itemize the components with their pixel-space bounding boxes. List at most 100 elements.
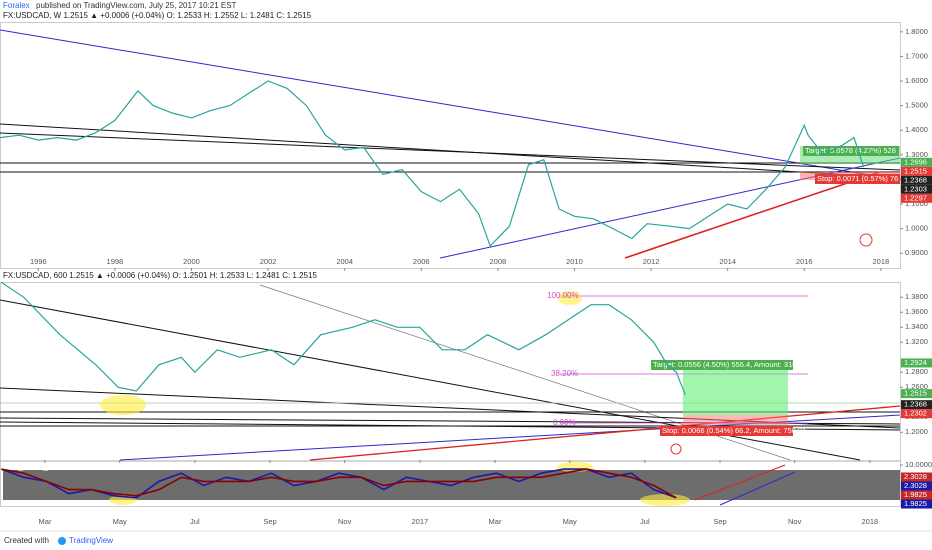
stop-label: Stop: 0.0071 (0.57%) 76 (817, 174, 898, 183)
x-tick-label: Jul (190, 517, 200, 526)
price-label-box (901, 193, 932, 203)
price-label-box (901, 184, 932, 194)
stop-zone (683, 415, 788, 425)
x-tick-label: May (563, 517, 577, 526)
x-tick-label: Mar (489, 517, 502, 526)
y-tick-label: 1.4000 (905, 125, 928, 134)
x-tick-label: 2012 (643, 257, 660, 266)
price-label: 2.3028 (904, 481, 927, 490)
target-label: Target: 0.0578 (4.27%) 528 (805, 146, 896, 155)
price-label: 1.2368 (904, 175, 927, 184)
panel-frame (0, 22, 901, 269)
highlight (558, 291, 582, 305)
panel-frame (0, 282, 901, 507)
x-tick-label: 2006 (413, 257, 430, 266)
fib-label: 38.20% (551, 369, 578, 378)
highlight (640, 494, 690, 506)
price-label: 1.2297 (904, 193, 927, 202)
x-tick-label: Nov (338, 517, 352, 526)
target-box (651, 360, 793, 370)
fib-label: 100.00% (547, 291, 579, 300)
price-line (1, 468, 677, 499)
x-tick-label: 2008 (490, 257, 507, 266)
y-tick-label: 1.3600 (905, 307, 928, 316)
x-tick-label: Jul (640, 517, 650, 526)
y-tick-label: 1.0000 (905, 224, 928, 233)
footer-brand[interactable]: TradingView (69, 536, 113, 545)
price-label-box (901, 472, 932, 482)
y-tick-label: 1.3400 (905, 322, 928, 331)
target-zone (683, 362, 788, 415)
published: published on TradingView.com, July 25, 2… (36, 1, 237, 10)
y-tick-label: 0.9000 (905, 248, 928, 257)
author[interactable]: Foralex (3, 1, 30, 10)
price-label-box (901, 389, 932, 399)
price-label-box (901, 157, 932, 167)
price-label: 1.2924 (904, 358, 927, 367)
x-tick-label: Nov (788, 517, 802, 526)
price-label: 1.2368 (904, 400, 927, 409)
price-label: 1.2696 (904, 157, 927, 166)
logo (58, 537, 66, 545)
price-label-box (901, 400, 932, 410)
price-line (0, 281, 686, 396)
price-label: 1.9825 (904, 490, 927, 499)
y-tick-label: 1.3200 (905, 337, 928, 346)
x-tick-label: May (113, 517, 127, 526)
x-tick-label: 2016 (796, 257, 813, 266)
y-tick-label: 1.3800 (905, 292, 928, 301)
arrow (694, 464, 786, 501)
y-tick-label: 1.6000 (905, 76, 928, 85)
x-tick-label: 2002 (260, 257, 277, 266)
target-box (803, 146, 899, 156)
y-tick-label: 1.7000 (905, 51, 928, 60)
price-label-box (901, 481, 932, 491)
price-label: 1.2515 (904, 389, 927, 398)
y-tick-label: 1.3000 (905, 150, 928, 159)
price-label: 1.2303 (904, 184, 927, 193)
price-label: 1.2302 (904, 409, 927, 418)
x-tick-label: Mar (39, 517, 52, 526)
y-tick-label: 1.1000 (905, 199, 928, 208)
x-tick-label: 2018 (873, 257, 890, 266)
arrow (719, 471, 796, 506)
y-tick-label: 1.2000 (905, 427, 928, 436)
x-tick-label: 1998 (107, 257, 124, 266)
x-tick-label: 1996 (30, 257, 47, 266)
price-label-box (901, 358, 932, 368)
price-label: 1.9825 (904, 499, 927, 508)
highlight (100, 395, 146, 415)
footer-text: Created with (4, 536, 49, 545)
stop-box (815, 174, 900, 184)
price-line (1, 468, 677, 499)
price-label-box (901, 490, 932, 500)
event-icon[interactable] (670, 443, 682, 455)
price-label-box (901, 166, 932, 176)
price-line (0, 80, 865, 248)
price-label-box (901, 499, 932, 509)
y-tick-label: 10.0000 (905, 460, 932, 469)
stop-box (660, 426, 793, 436)
y-tick-label: 1.8000 (905, 27, 928, 36)
x-tick-label: 2010 (566, 257, 583, 266)
symbol-legend: FX:USDCAD, 600 1.2515 ▲ +0.0006 (+0.04%)… (3, 271, 317, 280)
stop-label: Stop: 0.0066 (0.54%) 66.2, Amount: 750.0… (662, 426, 806, 435)
fib-label: 0.00% (553, 418, 576, 427)
x-tick-label: Sep (263, 517, 276, 526)
x-tick-label: Sep (713, 517, 726, 526)
target-label: Target: 0.0556 (4.50%) 556.4, Amount: 31… (653, 360, 811, 369)
symbol-legend: FX:USDCAD, W 1.2515 ▲ +0.0006 (+0.04%) O… (3, 11, 312, 20)
event-icon[interactable] (859, 233, 873, 247)
y-tick-label: 1.2600 (905, 382, 928, 391)
x-tick-label: 2000 (183, 257, 200, 266)
y-tick-label: 1.5000 (905, 101, 928, 110)
x-tick-label: 2017 (412, 517, 429, 526)
x-tick-label: 2018 (862, 517, 879, 526)
price-label-box (901, 409, 932, 419)
indicator-title: CM_Stoch_MTF (6, 462, 64, 471)
price-label: 2.3028 (904, 472, 927, 481)
trend-lines (0, 29, 901, 259)
price-label-box (901, 175, 932, 185)
